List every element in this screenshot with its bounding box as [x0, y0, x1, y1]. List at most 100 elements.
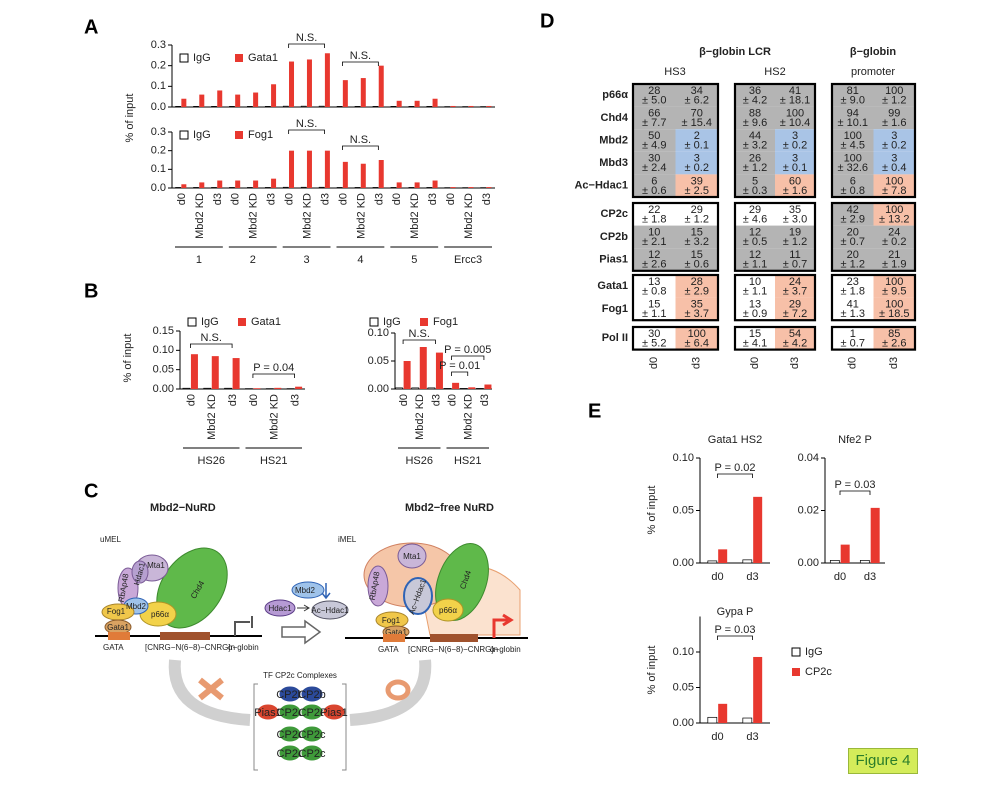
cell — [633, 248, 676, 271]
cell — [873, 129, 915, 152]
bar — [224, 387, 232, 390]
bar — [193, 106, 199, 108]
row-label: Fog1 — [602, 303, 628, 315]
bar — [432, 180, 438, 188]
bar — [452, 382, 460, 389]
y-tick-label: 0.2 — [151, 60, 166, 72]
block-border — [631, 201, 720, 272]
cell-value: 2 — [694, 130, 700, 142]
row-label: CP2b — [600, 231, 628, 243]
cell — [735, 297, 775, 321]
bar — [426, 106, 433, 108]
bar — [450, 105, 456, 107]
row-label: Pias1 — [599, 253, 628, 265]
cell-value: 29 — [749, 204, 761, 216]
bracket — [252, 373, 295, 378]
x-tick-label: d3 — [746, 571, 758, 583]
protein-shape — [311, 600, 349, 620]
bar — [274, 387, 282, 389]
cell-value: 85 — [888, 328, 900, 340]
legend-label: IgG — [201, 316, 219, 328]
cell — [735, 203, 775, 226]
cell-value: 15 — [749, 328, 761, 340]
cell-sd: ± 0.1 — [783, 162, 807, 174]
complex-label: CP2b — [276, 689, 304, 701]
bar — [443, 388, 452, 390]
cell — [873, 327, 915, 350]
cell-value: 30 — [648, 328, 660, 340]
bar — [253, 388, 261, 389]
bar — [378, 65, 384, 107]
legend-swatch — [369, 317, 379, 327]
cell-value: 24 — [888, 227, 900, 239]
cell — [873, 84, 915, 107]
cell-value: 3 — [891, 130, 897, 142]
cell-value: 26 — [749, 153, 761, 165]
bar — [840, 544, 850, 563]
protein-shape — [403, 577, 433, 615]
cell-value: 44 — [749, 130, 761, 142]
bar — [419, 347, 427, 389]
cell-sd: ± 13.2 — [879, 213, 910, 225]
bar — [264, 187, 271, 189]
protein-label: Fog1 — [107, 607, 126, 616]
bar — [182, 387, 191, 390]
bar — [468, 187, 474, 188]
cell — [775, 225, 815, 249]
cell — [633, 297, 676, 321]
diagram: Mbd2−NuRD Mbd2−free NuRD uMEL iMEL RbAp4… — [95, 502, 528, 771]
x-tick-label: d3 — [373, 193, 385, 205]
cell-sd: ± 32.6 — [837, 162, 868, 174]
cell-sd: ± 1.8 — [841, 285, 865, 297]
cell-label: iMEL — [338, 535, 357, 544]
cell — [873, 225, 915, 249]
bar — [753, 656, 763, 723]
cell-value: 13 — [648, 276, 660, 288]
bar — [468, 387, 476, 389]
cell — [633, 84, 676, 107]
cell-sd: ± 0.2 — [685, 162, 709, 174]
group-label: 5 — [411, 254, 417, 266]
protein-label: Mta1 — [403, 552, 421, 561]
block-border — [830, 201, 917, 272]
group-label: Ercc3 — [454, 254, 482, 266]
cell-value: 100 — [885, 175, 903, 187]
cell-sd: ± 2.4 — [642, 162, 666, 174]
cell — [873, 248, 915, 271]
bar — [295, 386, 303, 389]
bar — [193, 187, 199, 189]
protein-shape — [397, 543, 427, 569]
activation-arrow — [492, 613, 514, 638]
bar — [181, 184, 187, 188]
column-label: d0 — [847, 357, 859, 369]
annotation: N.S. — [350, 50, 371, 62]
protein-label: Hdac1 — [268, 604, 292, 613]
cell — [832, 151, 874, 175]
bar — [203, 387, 212, 390]
cell-sd: ± 2.9 — [841, 213, 865, 225]
cell-value: 10 — [749, 276, 761, 288]
cell-value: 28 — [648, 85, 660, 97]
cell-sd: ± 4.5 — [841, 140, 865, 152]
bar — [253, 92, 259, 107]
bar — [414, 182, 420, 188]
bar — [396, 100, 402, 107]
cell-value: 39 — [691, 175, 703, 187]
chart-title: Gypa P — [717, 606, 754, 618]
legend-swatch — [187, 317, 197, 327]
cell-sd: ± 1.1 — [642, 308, 666, 320]
x-tick-label: Mbd2 KD — [414, 394, 426, 440]
complex-label: Pias1 — [254, 707, 282, 719]
bar — [870, 507, 880, 563]
dna-label: [CNRG−N(6−8)−CNRG]n — [408, 645, 498, 654]
cell — [633, 151, 676, 175]
row-label: p66α — [602, 89, 628, 101]
table-header: HS3 — [664, 66, 685, 78]
cell-value: 3 — [891, 153, 897, 165]
protein-shape — [291, 581, 325, 599]
x-tick-label: d0 — [337, 193, 349, 205]
x-tick-label: Mbd2 KD — [409, 193, 421, 239]
x-tick-label: d0 — [398, 394, 410, 406]
cell-value: 100 — [885, 204, 903, 216]
